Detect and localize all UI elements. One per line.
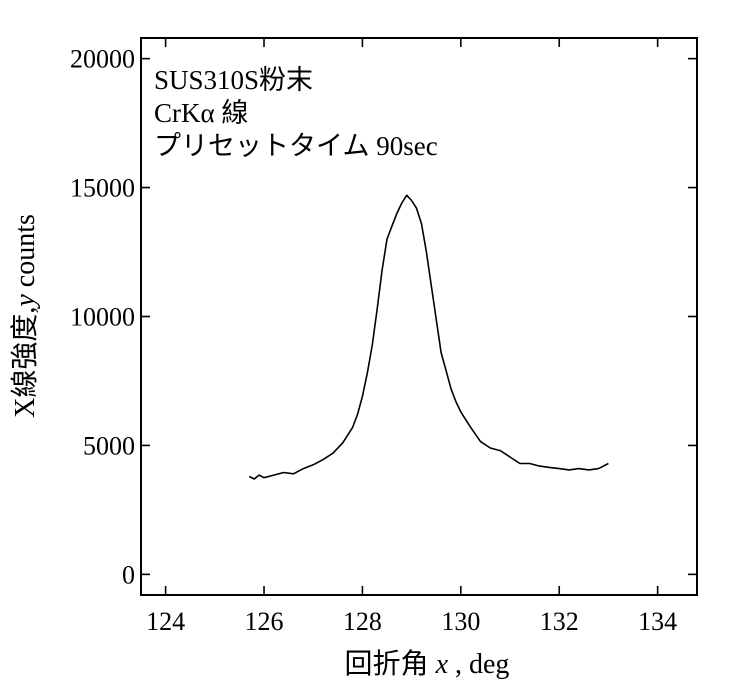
x-tick-label: 130: [441, 607, 480, 636]
x-axis-label-unit: , deg: [448, 649, 509, 680]
y-tick-label: 5000: [83, 431, 135, 460]
y-tick-label: 10000: [70, 303, 135, 332]
x-tick-label: 132: [540, 607, 579, 636]
tick-group: 124 126 128 130 132 134 0 5000 10000 15000 20000: [70, 38, 697, 636]
y-tick-label: 15000: [70, 174, 135, 203]
x-tick-label: 124: [146, 607, 185, 636]
y-axis-label-unit: counts: [10, 214, 41, 294]
x-axis-label-var: x: [435, 649, 449, 680]
plot-frame: [140, 37, 698, 596]
y-tick-label: 0: [122, 560, 135, 589]
series-line: [248, 194, 609, 480]
y-tick-label: 20000: [70, 45, 135, 74]
annotation-line: プリセットタイム 90sec: [154, 131, 438, 161]
x-axis-label-main: 回折角: [345, 648, 436, 680]
x-axis-label: 回折角 x , deg: [345, 648, 510, 680]
x-tick-label: 126: [245, 607, 284, 636]
x-tick-label: 128: [343, 607, 382, 636]
annotation-line: CrKα 線: [154, 98, 248, 128]
x-tick-label: 134: [638, 607, 677, 636]
y-axis-label-main: X線強度,: [9, 307, 41, 418]
y-axis-label: X線強度,y counts: [9, 214, 41, 418]
annotation-line: SUS310S粉末: [154, 65, 313, 95]
y-axis-label-var: y: [10, 294, 41, 310]
